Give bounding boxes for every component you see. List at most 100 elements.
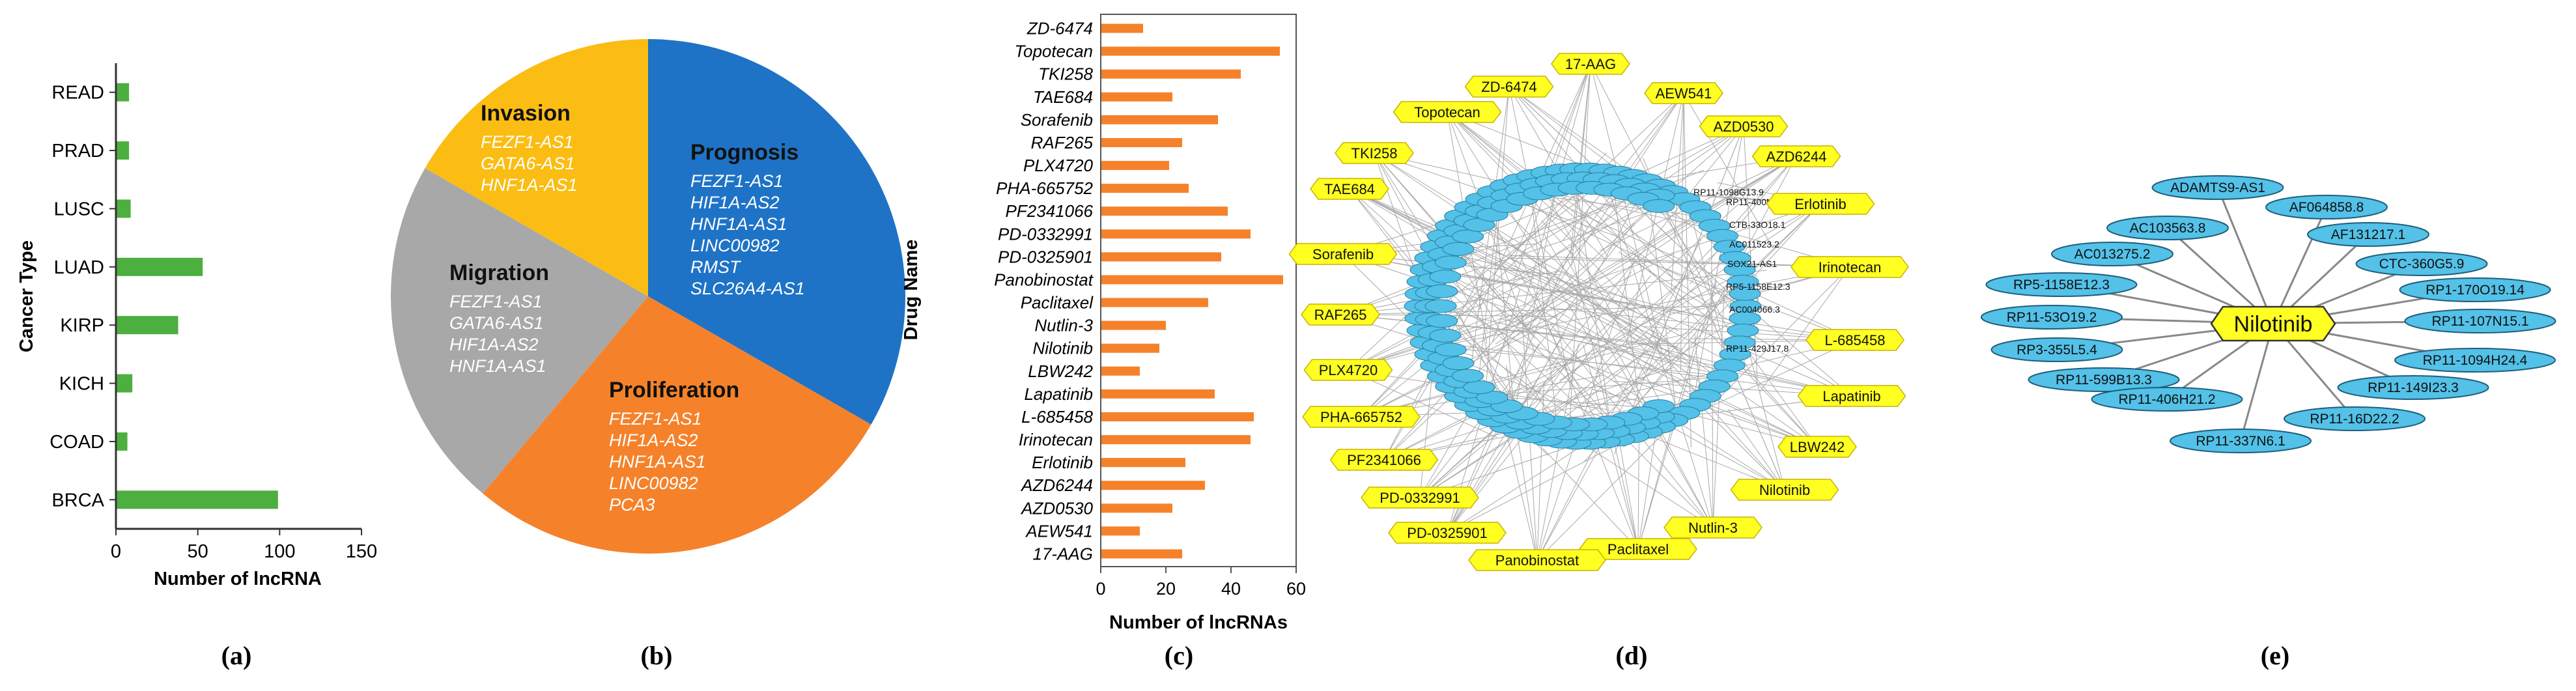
panel-d-drug-node-pha-665752: PHA-665752 — [1302, 406, 1421, 428]
panel-d-drug-label: Panobinostat — [1495, 552, 1579, 569]
panel-d-drug-label: PLX4720 — [1319, 362, 1378, 378]
panel-e-lncrna-node: AF064858.8 — [2265, 195, 2388, 219]
panel-e-lncrna-node: RP11-406H21.2 — [2091, 387, 2243, 412]
panel-c-bar — [1101, 92, 1172, 102]
panel-e-lncrna-node: ADAMTS9-AS1 — [2151, 175, 2284, 200]
panel-d-drug-hexagon — [1361, 487, 1479, 509]
panel-d-edge — [1374, 152, 1693, 369]
panel-e-lncrna-node: CTC-360G5.9 — [2355, 251, 2488, 276]
panel-d-edge — [1342, 253, 1682, 313]
panel-c-bar — [1101, 229, 1251, 239]
panel-d-edge — [1494, 92, 1684, 359]
panel-d-edge — [1559, 203, 1821, 381]
panel-e-lncrna-ellipse — [2284, 406, 2426, 431]
panel-d-lncrna-node — [1442, 356, 1475, 371]
panel-d-drug-label: Irinotecan — [1819, 259, 1882, 275]
panel-c-category-label: PHA-665752 — [996, 178, 1093, 198]
panel-d-drug-node-nilotinib: Nilotinib — [1730, 479, 1839, 501]
pie-slice-gene-label: HIF1A-AS2 — [449, 335, 539, 354]
panel-d-lncrna-label: AC004066.3 — [1729, 304, 1780, 315]
panel-e-lncrna-label: AC013275.2 — [2074, 247, 2151, 262]
panel-c-x-axis-title: Number of lncRNAs — [1109, 612, 1288, 633]
panel-e-label: (e) — [2261, 641, 2289, 670]
panel-d-edge — [1488, 376, 1734, 396]
panel-a-y-axis-title: Cancer Type — [16, 240, 37, 352]
panel-c-bar — [1101, 46, 1280, 56]
panel-c-category-label: AEW541 — [1025, 521, 1093, 541]
panel-e-lncrna-label: RP11-599B13.3 — [2056, 373, 2152, 388]
pie-slice-gene-label: FEZF1-AS1 — [690, 171, 784, 191]
panel-d-lncrna-label: RP11-1098G13.9 — [1693, 187, 1764, 197]
panel-d-edge — [1646, 181, 1678, 421]
panel-d-edge — [1754, 313, 1852, 397]
panel-c-bar — [1101, 481, 1205, 490]
panel-d-edge — [1454, 348, 1734, 378]
panel-d-edge — [1349, 188, 1673, 359]
panel-d-edge — [1494, 199, 1785, 490]
panel-c-category-label: PD-0332991 — [998, 224, 1093, 244]
panel-d-drug-label: RAF265 — [1314, 307, 1367, 323]
panel-d-drug-label: Lapatinib — [1822, 388, 1880, 404]
panel-d-edge — [1727, 409, 1785, 490]
panel-d-edge — [1637, 416, 1659, 550]
panel-a-category-label: READ — [51, 83, 104, 104]
pie-slice-gene-label: GATA6-AS1 — [449, 313, 544, 333]
panel-e-lncrna-label: RP11-406H21.2 — [2118, 392, 2215, 407]
panel-a-label: (a) — [221, 641, 252, 670]
pie-slice-title-migration: Migration — [449, 261, 549, 285]
panel-d-edge — [1545, 126, 1744, 373]
panel-e-lncrna-node: RP3-355L5.4 — [1990, 337, 2123, 362]
pie-slice-gene-label: HNF1A-AS1 — [481, 175, 578, 195]
panel-a-bar-coad — [116, 432, 128, 451]
panel-d-drug-label: PF2341066 — [1347, 452, 1421, 468]
panel-d-edge — [1683, 92, 1773, 247]
pie-slice-prognosis — [648, 39, 905, 425]
panel-e-lncrna-ellipse — [2091, 387, 2243, 412]
panel-d-edge — [1571, 252, 1639, 550]
panel-c-category-label: Paclitaxel — [1021, 293, 1094, 313]
panel-d-drug-node-erlotinib: Erlotinib — [1766, 193, 1875, 215]
panel-d-edge — [1423, 261, 1785, 490]
panel-d-edge — [1594, 156, 1797, 374]
panel-d-drug-hexagon — [1302, 406, 1421, 428]
panel-d-drug-label: Erlotinib — [1794, 196, 1846, 212]
panel-c-x-tick-label: 20 — [1156, 579, 1176, 599]
panel-d-drug-node-azd0530: AZD0530 — [1699, 115, 1789, 137]
panel-d-drug-node-irinotecan: Irinotecan — [1790, 256, 1909, 278]
panel-d-edge — [1520, 254, 1639, 550]
pie-slice-proliferation — [483, 296, 871, 554]
panel-d-drug-node-tki258: TKI258 — [1335, 142, 1414, 164]
panel-d-edge — [1542, 448, 1639, 550]
panel-d-edge — [1447, 290, 1614, 436]
panel-d-edge — [1361, 152, 1607, 417]
panel-d-edge — [1517, 181, 1649, 416]
panel-d-drug-node-sorafenib: Sorafenib — [1288, 243, 1398, 265]
panel-b-pie-chart: PrognosisFEZF1-AS1HIF1A-AS2HNF1A-AS1LINC… — [391, 39, 905, 670]
panel-a-bar-luad — [116, 257, 203, 276]
panel-d-lncrna-node — [1424, 299, 1457, 313]
panel-d-edge — [1383, 189, 1672, 460]
panel-a-x-axis-title: Number of lncRNA — [154, 569, 322, 589]
panel-d-drug-label: AZD0530 — [1714, 119, 1774, 135]
pie-slice-title-prognosis: Prognosis — [690, 140, 799, 165]
panel-c-bar — [1101, 69, 1241, 79]
panel-c-bar — [1101, 298, 1208, 307]
panel-d-lncrna-node — [1452, 369, 1484, 383]
panel-e-lncrna-node: RP11-16D22.2 — [2284, 406, 2426, 431]
panel-c-bar — [1101, 389, 1215, 399]
panel-d-edge — [1642, 158, 1785, 490]
panel-e-lncrna-node: RP11-1094H24.4 — [2394, 348, 2556, 373]
panel-d-edge — [1574, 190, 1818, 447]
panel-c-category-label: Nilotinib — [1033, 339, 1094, 358]
panel-c-category-label: PLX4720 — [1023, 156, 1094, 175]
panel-c-bar — [1101, 23, 1143, 33]
panel-c-category-label: Erlotinib — [1032, 453, 1093, 472]
panel-d-edge — [1349, 188, 1658, 371]
panel-d-drug-label: Paclitaxel — [1607, 541, 1669, 557]
panel-d-drug-hexagon — [1303, 359, 1393, 381]
panel-e-lncrna-label: RP1-170O19.14 — [2426, 283, 2525, 298]
panel-d-drug-node-zd-6474: ZD-6474 — [1464, 76, 1554, 98]
panel-e-lncrna-ellipse — [2106, 216, 2229, 240]
panel-e-lncrna-ellipse — [1981, 305, 2123, 330]
